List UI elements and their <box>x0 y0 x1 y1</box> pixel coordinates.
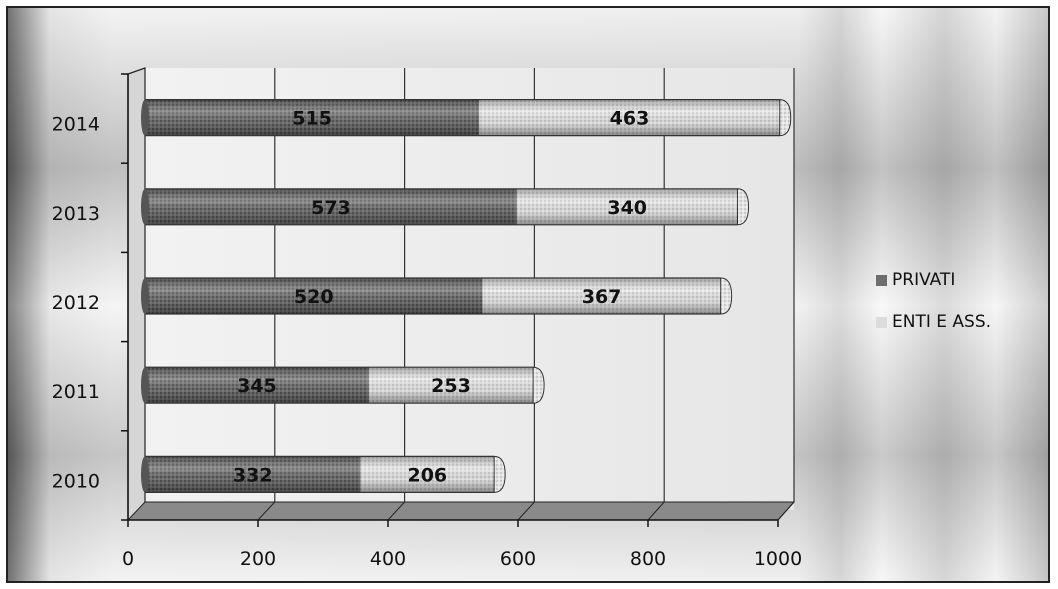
legend-item-enti: ENTI E ASS. <box>876 312 991 332</box>
data-label-privati-2010: 332 <box>233 464 273 486</box>
y-tick-label-2010: 2010 <box>52 470 100 492</box>
bars: 515 463 573 340 520 367 345 253 332 206 <box>141 99 792 493</box>
legend: PRIVATI ENTI E ASS. <box>876 270 991 354</box>
data-label-privati-2012: 520 <box>294 286 334 308</box>
bar-group-2014: 515 463 <box>141 99 792 137</box>
floor-gridline-400 <box>387 501 405 521</box>
y-tick-label-2012: 2012 <box>52 292 100 314</box>
bar-shade-2014 <box>145 99 780 136</box>
x-tick-label-0: 0 <box>122 548 134 570</box>
data-label-enti-e-ass-2010: 206 <box>407 464 447 486</box>
bar-shade-2013 <box>145 188 738 225</box>
legend-item-privati: PRIVATI <box>876 270 991 290</box>
x-tick-label-400: 400 <box>370 548 406 570</box>
y-axis-labels: 2014 2013 2012 2011 2010 <box>52 114 100 493</box>
bar-shade-2010 <box>145 456 495 493</box>
legend-swatch-enti <box>876 316 887 328</box>
data-label-privati-2011: 345 <box>237 375 277 397</box>
y-tick-label-2013: 2013 <box>52 203 100 225</box>
data-label-enti-e-ass-2013: 340 <box>607 197 647 219</box>
data-label-privati-2014: 515 <box>292 108 332 130</box>
legend-label-enti: ENTI E ASS. <box>892 312 992 332</box>
floor-gridline-800 <box>647 501 665 521</box>
bar-outline-2014 <box>145 99 780 137</box>
data-label-privati-2013: 573 <box>311 197 351 219</box>
bar-end-cap-2012 <box>720 277 733 315</box>
bar-group-2012: 520 367 <box>141 277 733 315</box>
bar-end-cap-2013 <box>737 188 750 226</box>
bar-start-cap-2013 <box>141 188 149 225</box>
bar-shade-2011 <box>145 367 534 404</box>
bar-start-cap-2014 <box>141 99 149 136</box>
bar-shade-2012 <box>145 278 721 314</box>
x-tick-label-600: 600 <box>500 548 536 570</box>
chart-frame: 515 463 573 340 520 367 345 253 332 206 2014 2013 2… <box>6 6 1050 583</box>
bar-group-2010: 332 206 <box>141 455 506 493</box>
data-label-enti-e-ass-2011: 253 <box>431 375 471 397</box>
data-label-enti-e-ass-2014: 463 <box>610 108 650 130</box>
bar-outline-2011 <box>145 366 534 404</box>
x-tick-label-1000: 1000 <box>754 548 802 570</box>
bar-start-cap-2012 <box>141 278 149 314</box>
floor-gridline-1000 <box>777 501 795 521</box>
bar-group-2011: 345 253 <box>141 366 545 404</box>
bar-group-2013: 573 340 <box>141 188 750 226</box>
x-tick-label-800: 800 <box>630 548 666 570</box>
bar-outline-2013 <box>145 188 738 226</box>
floor-gridline-200 <box>257 501 276 521</box>
bar-end-cap-2010 <box>493 455 506 493</box>
x-axis-labels: 0 200 400 600 800 1000 <box>122 520 802 570</box>
data-label-enti-e-ass-2012: 367 <box>582 286 622 308</box>
bar-outline-2012 <box>145 277 721 315</box>
bar-end-cap-2014 <box>779 99 792 137</box>
y-tick-label-2011: 2011 <box>52 381 100 403</box>
bar-outline-2010 <box>145 455 495 493</box>
bar-start-cap-2010 <box>141 456 149 493</box>
bar-end-cap-2011 <box>532 366 545 404</box>
floor <box>126 501 796 521</box>
floor-gridline-600 <box>517 501 535 521</box>
bar-start-cap-2011 <box>141 367 149 404</box>
legend-swatch-privati <box>876 274 887 286</box>
y-tick-label-2014: 2014 <box>52 114 100 136</box>
legend-label-privati: PRIVATI <box>892 270 956 290</box>
y-ticks <box>121 73 128 521</box>
x-tick-label-200: 200 <box>240 548 276 570</box>
